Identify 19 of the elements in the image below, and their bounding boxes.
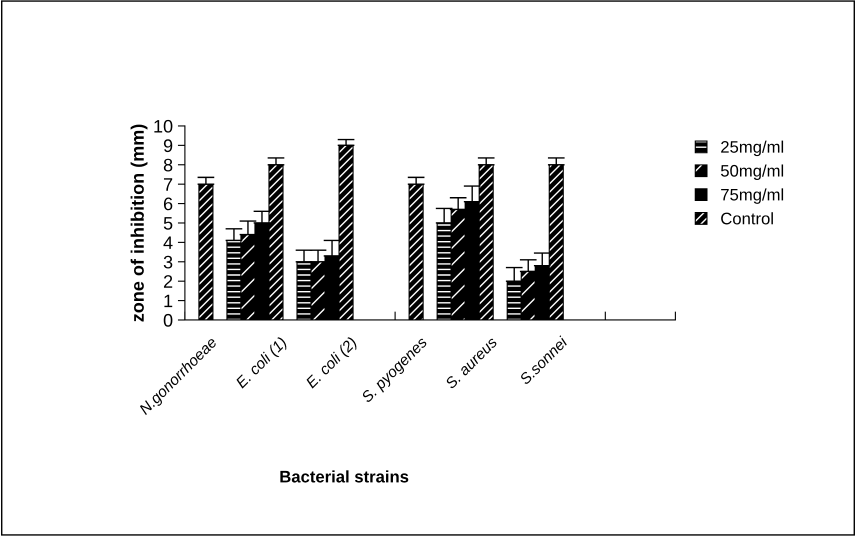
- y-tick-label: 8: [164, 158, 172, 172]
- y-tick-label: 7: [164, 178, 172, 191]
- y-tick-label: 0: [164, 314, 172, 327]
- legend-label: 50mg/ml: [720, 164, 784, 180]
- y-tick-label: 9: [164, 139, 172, 152]
- x-axis-title: Bacterial strains: [280, 470, 408, 483]
- y-axis-title: zone of inhibition (mm): [130, 124, 148, 322]
- x-tick-label: E. coli (2): [304, 336, 360, 391]
- legend-label: Control: [721, 212, 773, 224]
- y-tick-label: 10: [154, 120, 172, 133]
- y-tick-label: 5: [164, 217, 172, 230]
- y-tick-label: 4: [163, 236, 173, 249]
- y-tick-label: 1: [164, 294, 172, 308]
- y-tick-label: 6: [164, 198, 172, 210]
- legend-label: 25mg/ml: [721, 140, 784, 156]
- y-tick-label: 2: [164, 275, 172, 288]
- legend-label: 75mg/ml: [721, 188, 784, 204]
- y-tick-label: 3: [164, 256, 172, 268]
- x-tick-label: E. coli (1): [234, 336, 290, 391]
